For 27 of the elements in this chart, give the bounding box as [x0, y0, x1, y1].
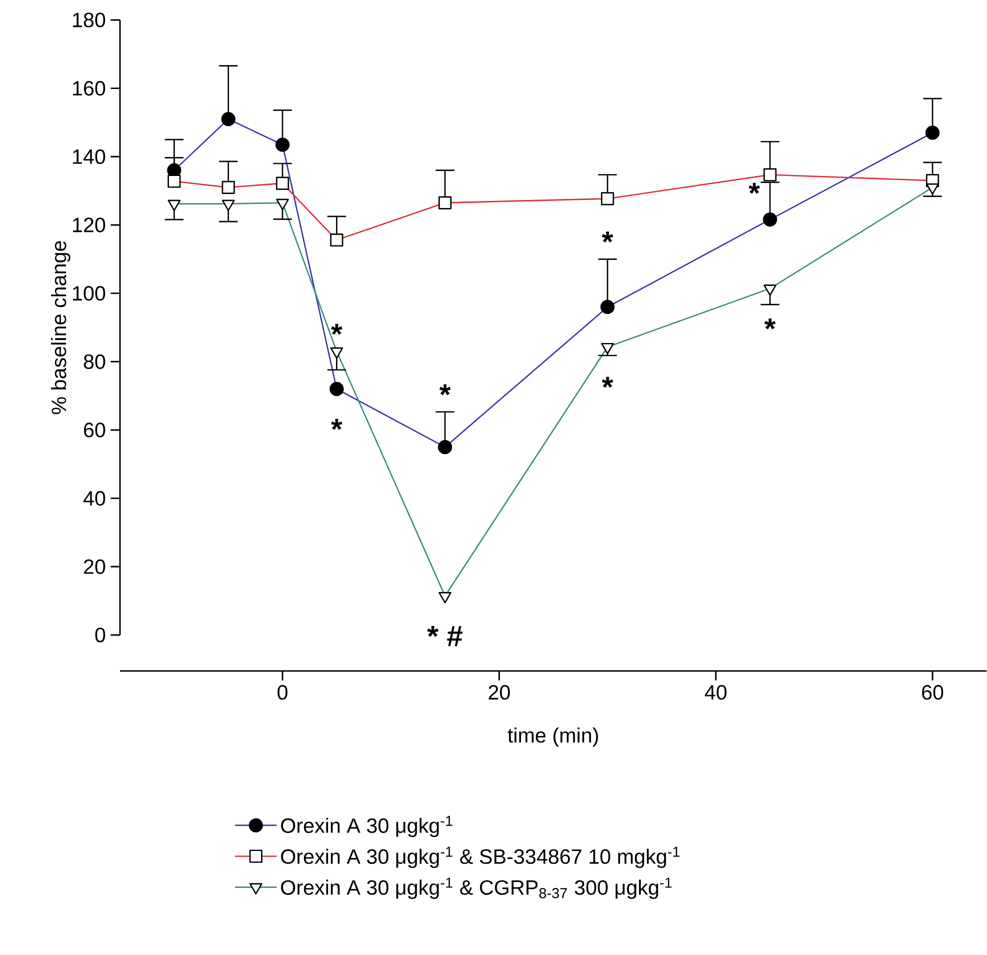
x-axis-title: time (min)	[508, 728, 598, 747]
y-tick-label: 100	[73, 286, 106, 301]
annotation: *	[331, 418, 342, 430]
x-tick-label: 0	[278, 685, 288, 700]
y-tick-label: 40	[83, 491, 106, 506]
x-tick-label: 20	[488, 685, 510, 700]
annotation: *	[748, 182, 760, 194]
y-axis-title: % baseline change	[51, 241, 70, 414]
annotation: *	[439, 384, 451, 396]
annotation: *	[602, 376, 614, 388]
annotation: *	[331, 324, 342, 335]
annotation: * #	[427, 626, 462, 646]
y-tick-label: 120	[73, 218, 106, 232]
y-tick-label: 0	[95, 628, 106, 642]
annotation: *	[602, 232, 614, 243]
y-tick-label: 140	[73, 149, 106, 164]
legend-label: Orexin A 30 μgkg$^{-1}$ & CGRP$_{8-37}$ 300 μgkg$^{-1}$	[281, 878, 672, 899]
y-tick-label: 80	[84, 354, 106, 369]
y-tick-label: 160	[73, 81, 106, 96]
annotation: *	[764, 318, 776, 330]
y-tick-label: 20	[84, 559, 106, 574]
x-tick-label: 60	[922, 685, 944, 700]
x-tick-label: 40	[704, 685, 727, 700]
legend-label: Orexin A 30 μgkg$^{-1}$ & SB-334867 10 mgkg$^{-1}$	[281, 846, 680, 868]
y-tick-label: 60	[84, 422, 106, 438]
y-tick-label: 180	[73, 12, 106, 28]
legend-label: Orexin A 30 μgkg$^{-1}$	[281, 816, 452, 838]
